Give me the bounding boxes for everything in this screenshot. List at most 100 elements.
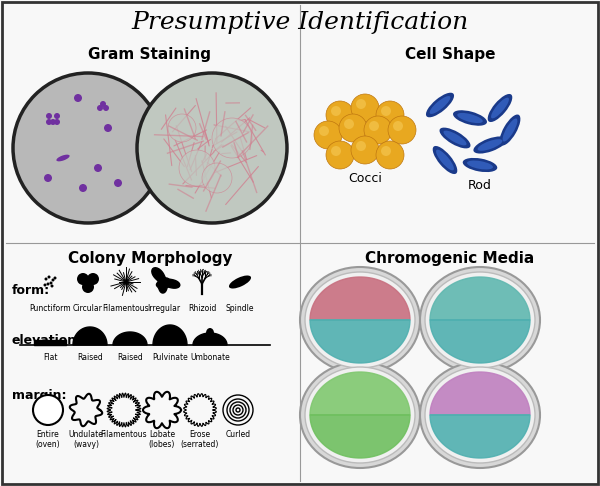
Polygon shape (310, 277, 410, 320)
Circle shape (104, 124, 112, 132)
Text: Undulate
(wavy): Undulate (wavy) (68, 430, 103, 450)
Circle shape (94, 164, 102, 172)
Ellipse shape (56, 155, 70, 161)
Circle shape (331, 106, 341, 116)
Text: Pulvinate: Pulvinate (152, 353, 188, 362)
Circle shape (364, 116, 392, 144)
Text: Chromogenic Media: Chromogenic Media (365, 250, 535, 265)
Circle shape (97, 105, 103, 111)
Circle shape (103, 105, 109, 111)
Text: Lobate
(lobes): Lobate (lobes) (149, 430, 175, 450)
Text: Curled: Curled (226, 430, 251, 439)
Text: Punctiform: Punctiform (29, 304, 71, 313)
Circle shape (202, 163, 232, 193)
Text: Gram Staining: Gram Staining (89, 48, 212, 63)
Text: Colony Morphology: Colony Morphology (68, 250, 232, 265)
Polygon shape (153, 325, 187, 345)
Circle shape (369, 121, 379, 131)
Circle shape (381, 146, 391, 156)
Text: Cell Shape: Cell Shape (405, 48, 495, 63)
Circle shape (47, 276, 50, 278)
Text: Presumptive Identification: Presumptive Identification (131, 11, 469, 34)
Ellipse shape (478, 139, 502, 151)
Circle shape (44, 174, 52, 182)
Circle shape (47, 282, 49, 285)
Polygon shape (430, 277, 530, 320)
Ellipse shape (443, 131, 467, 145)
Text: Flat: Flat (43, 353, 57, 362)
Circle shape (33, 395, 63, 425)
Circle shape (319, 126, 329, 136)
Circle shape (74, 94, 82, 102)
Circle shape (137, 73, 287, 223)
Circle shape (50, 284, 53, 288)
Circle shape (100, 101, 106, 107)
Circle shape (356, 99, 366, 109)
Circle shape (87, 273, 99, 285)
Circle shape (376, 141, 404, 169)
Text: Irregular: Irregular (148, 304, 181, 313)
Polygon shape (310, 415, 410, 458)
Ellipse shape (305, 272, 415, 368)
Ellipse shape (463, 158, 497, 172)
Ellipse shape (439, 128, 470, 148)
Text: elevation:: elevation: (12, 333, 82, 347)
Circle shape (351, 94, 379, 122)
Ellipse shape (426, 93, 454, 117)
Ellipse shape (229, 276, 251, 289)
Ellipse shape (420, 267, 540, 373)
Text: Circular: Circular (73, 304, 103, 313)
Circle shape (46, 119, 52, 125)
Polygon shape (430, 415, 530, 458)
Circle shape (53, 277, 56, 279)
Text: Rod: Rod (468, 178, 492, 191)
Circle shape (212, 118, 252, 158)
Ellipse shape (503, 119, 517, 141)
Text: Filamentous: Filamentous (103, 304, 149, 313)
Polygon shape (73, 327, 107, 345)
Circle shape (351, 136, 379, 164)
Ellipse shape (420, 362, 540, 468)
Text: form:: form: (12, 283, 50, 296)
Text: Raised: Raised (117, 353, 143, 362)
Circle shape (49, 281, 53, 284)
Circle shape (79, 184, 87, 192)
Ellipse shape (488, 94, 512, 122)
Ellipse shape (300, 267, 420, 373)
Text: Spindle: Spindle (226, 304, 254, 313)
Ellipse shape (473, 137, 506, 154)
Circle shape (393, 121, 403, 131)
Circle shape (52, 278, 55, 281)
Circle shape (339, 114, 367, 142)
Ellipse shape (425, 272, 535, 368)
Text: Erose
(serrated): Erose (serrated) (181, 430, 219, 450)
Circle shape (331, 146, 341, 156)
Circle shape (77, 273, 89, 285)
Ellipse shape (453, 110, 487, 126)
Polygon shape (310, 372, 410, 415)
Ellipse shape (491, 98, 509, 119)
Circle shape (44, 283, 47, 287)
Ellipse shape (467, 160, 493, 170)
Circle shape (82, 281, 94, 293)
Polygon shape (430, 320, 530, 363)
Circle shape (44, 278, 47, 280)
Ellipse shape (436, 150, 454, 171)
Polygon shape (193, 333, 227, 345)
Circle shape (46, 113, 52, 119)
Circle shape (179, 150, 215, 186)
Text: margin:: margin: (12, 388, 67, 401)
Circle shape (168, 114, 196, 142)
Text: Filamentous: Filamentous (101, 430, 148, 439)
Polygon shape (430, 372, 530, 415)
Circle shape (356, 141, 366, 151)
Ellipse shape (457, 113, 483, 123)
Text: Raised: Raised (77, 353, 103, 362)
Circle shape (54, 119, 60, 125)
Circle shape (326, 141, 354, 169)
Ellipse shape (430, 96, 451, 114)
Circle shape (376, 101, 404, 129)
Text: Rhizoid: Rhizoid (188, 304, 216, 313)
Ellipse shape (433, 146, 457, 174)
Circle shape (388, 116, 416, 144)
